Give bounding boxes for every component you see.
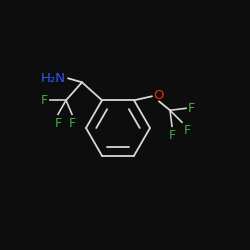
Text: F: F — [41, 94, 48, 107]
Text: F: F — [184, 124, 191, 137]
Text: F: F — [188, 102, 195, 115]
Text: F: F — [68, 117, 75, 130]
Text: O: O — [153, 89, 164, 102]
Text: F: F — [168, 129, 175, 142]
Text: H₂N: H₂N — [41, 72, 66, 85]
Text: F: F — [54, 117, 62, 130]
